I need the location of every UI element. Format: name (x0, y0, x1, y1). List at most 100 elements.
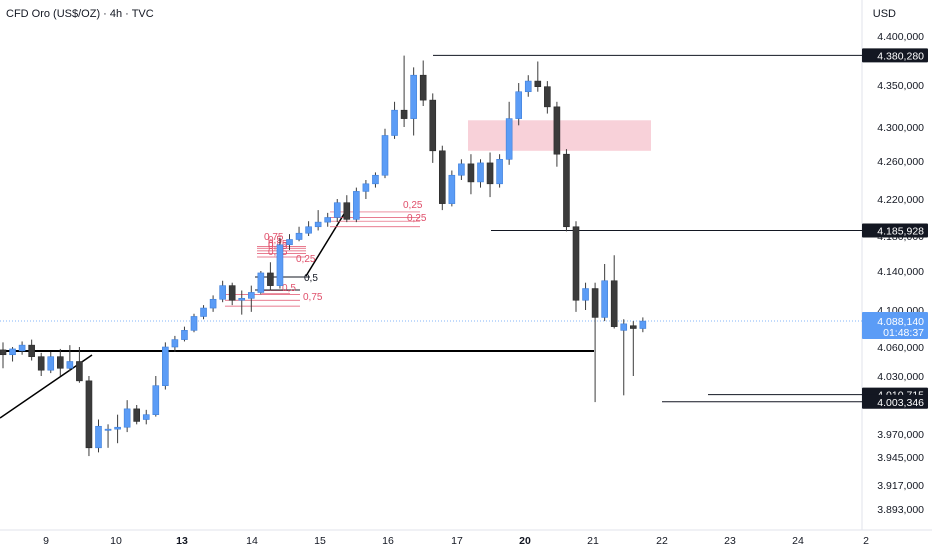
candle-body (515, 91, 523, 119)
candle-body (104, 428, 112, 431)
fib-label: 0,25 (296, 254, 316, 265)
y-tick-label: 3.945,000 (877, 452, 924, 464)
y-tick-label: 4.300,000 (877, 122, 924, 134)
fib-label: 0,25 (407, 213, 427, 224)
candle-body (353, 191, 360, 220)
candle-body (123, 408, 131, 428)
x-tick-label: 15 (314, 535, 326, 547)
level-price-label: 4.185,928 (877, 226, 924, 238)
candle-body (152, 385, 160, 415)
candle-body (76, 361, 83, 382)
candle-body (18, 344, 26, 352)
candle-body (37, 356, 45, 371)
current-price-label: 4.088,140 (877, 316, 924, 328)
level-price-tag (862, 223, 928, 238)
candle-body (639, 320, 647, 329)
fib-label: 0,75 (303, 292, 323, 303)
candle-body (381, 135, 389, 176)
candle-body (85, 380, 93, 449)
candle-body (238, 297, 246, 301)
candle-body (162, 346, 169, 386)
candle-body (477, 162, 484, 183)
level-price-tag (862, 48, 928, 63)
level-price-label: 4.003,346 (877, 397, 924, 409)
candle-body (295, 232, 303, 240)
x-tick-label: 2 (863, 535, 869, 547)
level-price-tag (862, 394, 928, 409)
candle-body (438, 150, 446, 204)
candle-body (0, 349, 7, 356)
candle-body (572, 226, 580, 301)
x-tick-label: 9 (43, 535, 49, 547)
candle-body (95, 425, 102, 449)
x-tick-label: 22 (656, 535, 668, 547)
candle-body (448, 174, 456, 204)
candle-body (610, 280, 618, 327)
candle-body (171, 339, 179, 348)
candle-body (534, 80, 542, 87)
candle-body (524, 80, 532, 93)
y-tick-label: 4.260,000 (877, 156, 924, 168)
candle-body (410, 74, 417, 119)
candle-body (133, 408, 140, 422)
candle-body (286, 239, 293, 246)
candle-body (257, 272, 265, 293)
candle-body (505, 118, 513, 160)
y-tick-label: 4.140,000 (877, 266, 924, 278)
x-tick-label: 10 (110, 535, 122, 547)
candle-body (333, 202, 341, 218)
candle-body (391, 109, 398, 136)
x-tick-label: 13 (176, 535, 188, 547)
candle-body (419, 74, 427, 101)
y-tick-label: 3.970,000 (877, 429, 924, 441)
x-tick-label: 24 (792, 535, 804, 547)
candle-body (56, 356, 64, 369)
x-tick-label: 23 (724, 535, 736, 547)
candle-body (305, 226, 312, 234)
candle-body (267, 272, 274, 286)
candle-body (114, 426, 121, 430)
candle-body (314, 221, 322, 228)
candle-body (591, 288, 599, 318)
currency-label: USD (872, 8, 896, 20)
candle-body (190, 316, 198, 331)
fib-label: 0,5 (268, 235, 282, 246)
candle-body (467, 163, 475, 183)
candle-body (582, 288, 589, 301)
x-tick-label: 21 (587, 535, 599, 547)
fib-label: 0,5 (304, 273, 318, 284)
trend-line (305, 213, 345, 277)
x-tick-label: 20 (519, 535, 531, 547)
candle-body (620, 323, 628, 331)
candle-body (209, 298, 217, 309)
y-tick-label: 4.350,000 (877, 80, 924, 92)
candle-body (181, 330, 188, 340)
symbol-title: CFD Oro (US$/OZ) · 4h · TVC (6, 8, 154, 20)
candle-body (362, 183, 370, 192)
y-tick-label: 3.893,000 (877, 504, 924, 516)
candle-body (228, 285, 236, 301)
fib-label: 0,75 (264, 232, 284, 243)
candle-body (9, 348, 16, 356)
candle-body (200, 307, 207, 317)
candle-body (28, 344, 35, 357)
candle-body (276, 244, 284, 286)
candle-body (47, 356, 55, 371)
candle-body (400, 109, 408, 119)
x-tick-label: 17 (451, 535, 463, 547)
candle-body (601, 280, 608, 318)
candle-body (553, 106, 561, 155)
candle-body (496, 159, 503, 185)
bar-countdown: 01:48:37 (883, 327, 924, 339)
y-tick-label: 3.917,000 (877, 480, 924, 492)
candle-body (324, 217, 332, 223)
level-price-label: 4.380,280 (877, 50, 924, 62)
candle-body (142, 414, 150, 420)
candle-body (486, 162, 494, 185)
candle-body (458, 163, 465, 176)
fib-label: 0,25 (403, 200, 423, 211)
candle-body (372, 174, 379, 185)
current-price-tag (862, 311, 928, 339)
candle-body (219, 285, 226, 300)
